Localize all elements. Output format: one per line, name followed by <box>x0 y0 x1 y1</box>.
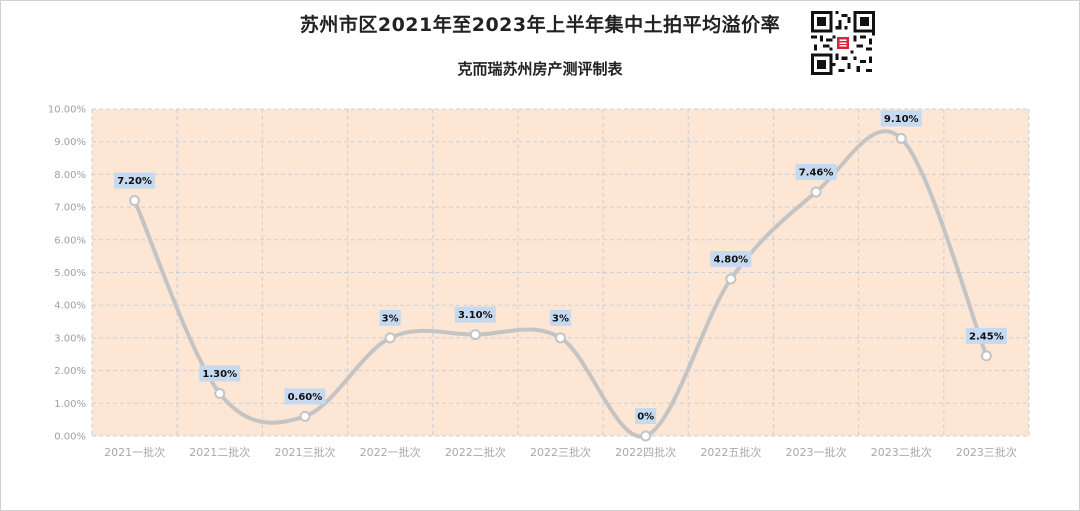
data-label: 7.20% <box>117 176 152 187</box>
data-label: 0% <box>637 412 654 423</box>
data-label-box <box>880 110 922 127</box>
y-tick-label: 4.00% <box>54 301 86 312</box>
x-tick-label: 2021一批次 <box>104 445 165 459</box>
y-tick-label: 6.00% <box>54 235 86 246</box>
y-tick-label: 3.00% <box>54 333 86 344</box>
data-point <box>895 132 907 144</box>
x-tick-label: 2021二批次 <box>189 445 250 459</box>
data-point <box>469 329 481 341</box>
x-tick-label: 2022三批次 <box>530 445 591 459</box>
y-tick-label: 0.00% <box>54 432 86 443</box>
data-point <box>214 387 226 399</box>
data-label-box <box>199 365 241 382</box>
data-label: 9.10% <box>884 114 919 125</box>
data-point <box>640 430 652 442</box>
data-label-box <box>114 172 156 189</box>
data-label: 3.10% <box>458 310 493 321</box>
data-label-box <box>795 164 837 181</box>
y-tick-label: 10.00% <box>48 105 86 116</box>
data-label-box <box>965 327 1007 344</box>
data-label: 4.80% <box>714 255 749 266</box>
x-tick-label: 2022五批次 <box>700 445 761 459</box>
data-label-box <box>549 309 572 326</box>
y-tick-label: 1.00% <box>54 399 86 410</box>
x-tick-label: 2023二批次 <box>871 445 932 459</box>
data-label-box <box>379 309 401 326</box>
data-label-box <box>284 388 326 405</box>
y-tick-label: 2.00% <box>54 366 86 377</box>
data-point <box>980 350 992 362</box>
data-point <box>384 332 396 344</box>
chart-subtitle: 克而瑞苏州房产测评制表 <box>457 60 623 78</box>
x-tick-label: 2022一批次 <box>360 445 421 459</box>
x-tick-label: 2022四批次 <box>615 445 676 459</box>
series-line <box>132 129 989 439</box>
data-label: 7.46% <box>799 168 834 179</box>
data-point <box>555 332 566 344</box>
qr-code-image <box>811 11 875 75</box>
data-point <box>299 410 311 422</box>
chart-title: 苏州市区2021年至2023年上半年集中土拍平均溢价率 <box>299 14 781 36</box>
data-point <box>725 273 737 285</box>
y-tick-label: 9.00% <box>54 137 86 148</box>
data-point <box>810 186 822 198</box>
x-tick-label: 2021三批次 <box>274 445 335 459</box>
data-label: 2.45% <box>969 331 1004 342</box>
x-tick-label: 2023三批次 <box>956 445 1017 459</box>
data-label-box <box>710 251 752 268</box>
y-tick-label: 7.00% <box>54 203 86 214</box>
data-label: 1.30% <box>202 369 237 380</box>
data-label-box <box>635 408 657 424</box>
data-label: 3% <box>382 313 399 324</box>
data-label-box <box>454 306 496 323</box>
x-tick-label: 2023一批次 <box>786 445 847 459</box>
data-label: 3% <box>552 313 569 324</box>
y-tick-label: 8.00% <box>54 170 86 181</box>
data-label: 0.60% <box>288 392 323 403</box>
x-tick-label: 2022二批次 <box>445 445 506 459</box>
y-tick-label: 5.00% <box>54 268 86 279</box>
data-point <box>129 195 141 207</box>
